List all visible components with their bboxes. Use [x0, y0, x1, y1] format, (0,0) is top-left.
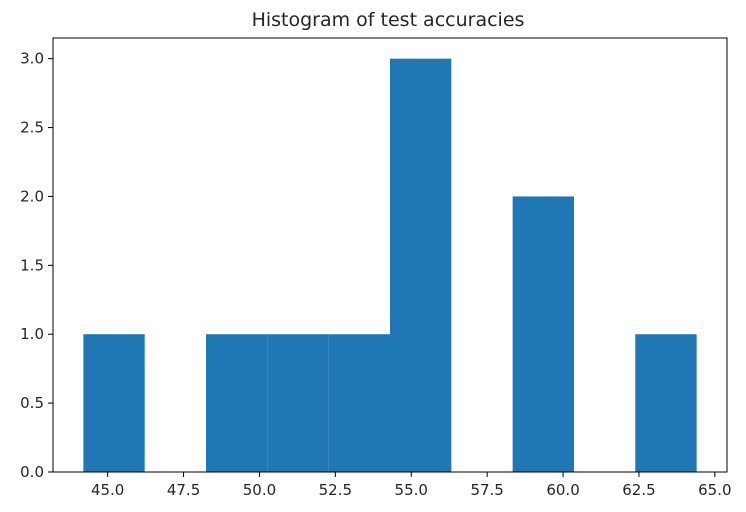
histogram-bar — [635, 334, 697, 472]
histogram-bar — [83, 334, 145, 472]
x-tick-label: 57.5 — [470, 481, 503, 499]
y-tick-label: 0.0 — [20, 463, 44, 481]
histogram-bar — [267, 334, 329, 472]
y-tick-label: 1.5 — [20, 256, 44, 274]
x-tick-label: 50.0 — [243, 481, 276, 499]
x-tick-label: 45.0 — [91, 481, 124, 499]
y-tick-label: 2.0 — [20, 187, 44, 205]
plot-frame — [52, 37, 728, 473]
histogram-bar — [206, 334, 268, 472]
y-tick-label: 3.0 — [20, 50, 44, 68]
y-axis: 0.0 0.5 1.0 1.5 2.0 2.5 3.0 — [20, 50, 53, 481]
x-axis: 45.0 47.5 50.0 52.5 55.0 57.5 60.0 62.5 65.0 — [91, 472, 732, 499]
y-tick-label: 1.0 — [20, 325, 44, 343]
x-tick-label: 60.0 — [546, 481, 579, 499]
histogram-bar — [512, 196, 574, 472]
chart-title: Histogram of test accuracies — [252, 9, 525, 31]
y-tick-label: 0.5 — [20, 394, 44, 412]
x-tick-label: 52.5 — [319, 481, 352, 499]
x-tick-label: 65.0 — [698, 481, 731, 499]
x-tick-label: 47.5 — [167, 481, 200, 499]
x-tick-label: 62.5 — [622, 481, 655, 499]
histogram-bar — [328, 334, 390, 472]
y-tick-label: 2.5 — [20, 119, 44, 137]
x-tick-label: 55.0 — [395, 481, 428, 499]
bars-group — [83, 58, 697, 473]
histogram-bar — [390, 58, 452, 473]
